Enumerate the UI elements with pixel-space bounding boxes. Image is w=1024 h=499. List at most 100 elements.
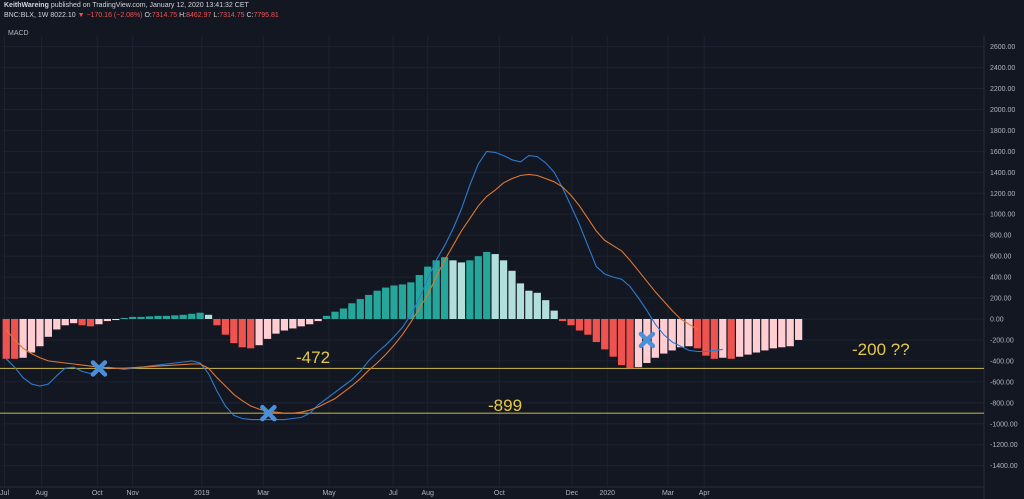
time-axis-label: Oct: [92, 490, 103, 497]
histogram-bar: [786, 319, 794, 347]
histogram-bar: [314, 319, 322, 322]
histogram-bar: [204, 314, 213, 319]
histogram-bar: [154, 315, 162, 319]
time-axis-label: Mar: [257, 490, 270, 497]
histogram-bar: [440, 257, 449, 319]
histogram-bar: [592, 319, 600, 343]
price-axis-label: 1200.00: [990, 191, 1015, 198]
histogram-bar: [145, 316, 154, 319]
price-axis-label: 2400.00: [990, 65, 1015, 72]
histogram-bar: [702, 319, 710, 356]
histogram-bar: [2, 319, 10, 359]
level-lines: [0, 367, 984, 414]
histogram-bar: [171, 315, 179, 319]
price-axis-label: 0.00: [990, 317, 1004, 324]
histogram-bar: [752, 319, 761, 353]
time-axis-label: 2020: [599, 490, 615, 497]
histogram-bar: [53, 319, 61, 330]
histogram-bar: [550, 310, 558, 319]
histogram-bar: [651, 319, 659, 358]
time-axis-label: May: [322, 490, 336, 497]
cross-markers: [90, 331, 656, 422]
cross-marker: [638, 331, 656, 349]
open-label: O:: [144, 12, 152, 19]
histogram-bar: [255, 319, 263, 346]
histogram-bar: [103, 319, 111, 322]
indicator-legend[interactable]: MACD: [8, 30, 29, 37]
histogram-bar: [626, 319, 634, 369]
histogram-bar: [196, 312, 204, 319]
time-axis-label: Oct: [494, 490, 505, 497]
histogram-bar: [710, 319, 718, 359]
price-axis-label: -1000.00: [990, 421, 1018, 428]
macd-line: [5, 150, 723, 421]
annotation-899: -899: [488, 396, 522, 415]
histogram-bar: [483, 251, 491, 319]
histogram-bar: [272, 319, 280, 334]
histogram-bar: [432, 260, 440, 319]
histogram-bar: [508, 270, 516, 319]
histogram-bar: [769, 319, 777, 349]
histogram-bar: [601, 319, 609, 350]
histogram-bar: [693, 319, 702, 349]
price-axis-label: 2000.00: [990, 107, 1015, 114]
histogram-bar: [238, 319, 246, 348]
histogram-bar: [491, 254, 499, 319]
annotation-200: -200 ??: [852, 340, 910, 359]
histogram-bar: [685, 319, 693, 347]
time-axis-label: Aug: [421, 490, 434, 497]
histogram-bar: [297, 319, 305, 327]
price-axis-label: 1600.00: [990, 149, 1015, 156]
price-axis-label: -1400.00: [990, 463, 1018, 470]
histogram-bar: [677, 319, 685, 348]
time-axis-label: Jul: [0, 490, 9, 497]
price-axis-label: 600.00: [990, 254, 1012, 261]
symbol-info: BNC:BLX, 1W 8022.10 ▼ −170.16 (−2.08%) O…: [4, 12, 279, 19]
histogram-bar: [86, 319, 95, 327]
histogram-bar: [744, 319, 752, 355]
histogram-bar: [70, 319, 78, 324]
histogram-bar: [668, 319, 676, 351]
histogram-bar: [331, 311, 339, 319]
low-value: 7314.75: [219, 12, 245, 19]
price-axis-label: 200.00: [990, 296, 1012, 303]
histogram-bar: [617, 319, 626, 366]
time-axis-label: 2019: [194, 490, 210, 497]
price-axis-label: 2200.00: [990, 86, 1015, 93]
price-axis-label: 800.00: [990, 233, 1012, 240]
histogram-bar: [719, 319, 727, 358]
low-label: L:: [213, 12, 220, 19]
symbol-name[interactable]: BNC:BLX, 1W: [4, 12, 49, 19]
histogram-bar: [137, 316, 145, 319]
histogram-bar: [162, 315, 170, 319]
histogram-bar: [736, 319, 744, 357]
histogram-bar: [474, 256, 482, 319]
annotation-472: -472: [296, 348, 330, 367]
grid: [0, 36, 985, 499]
histogram-bar: [95, 319, 103, 325]
histogram-bar: [280, 319, 289, 331]
histogram-bar: [525, 290, 533, 319]
histogram-bar: [558, 319, 567, 322]
histogram-bar: [129, 316, 137, 319]
histogram-bar: [727, 319, 735, 359]
histogram-bar: [533, 292, 541, 319]
price-axis-label: 2600.00: [990, 44, 1015, 51]
close-label: C:: [246, 12, 254, 19]
price-axis-label: 1400.00: [990, 170, 1015, 177]
histogram-bar: [179, 314, 187, 319]
histogram-bar: [188, 313, 196, 319]
author-name[interactable]: KeithWareing: [4, 2, 49, 9]
time-axis-label: Mar: [662, 490, 675, 497]
cross-marker: [260, 404, 277, 422]
cross-marker: [90, 360, 108, 377]
histogram-bar: [449, 260, 457, 319]
histogram-bar: [356, 299, 364, 319]
histogram-bar: [398, 284, 407, 319]
price-axis: 2600.00 2400.00 2200.00 2000.00 1800.00 1600.…: [990, 44, 1018, 470]
price-axis-label: 400.00: [990, 275, 1012, 282]
histogram-bar: [466, 260, 474, 319]
close-value: 7795.81: [253, 12, 279, 19]
price-axis-label: -400.00: [990, 358, 1014, 365]
